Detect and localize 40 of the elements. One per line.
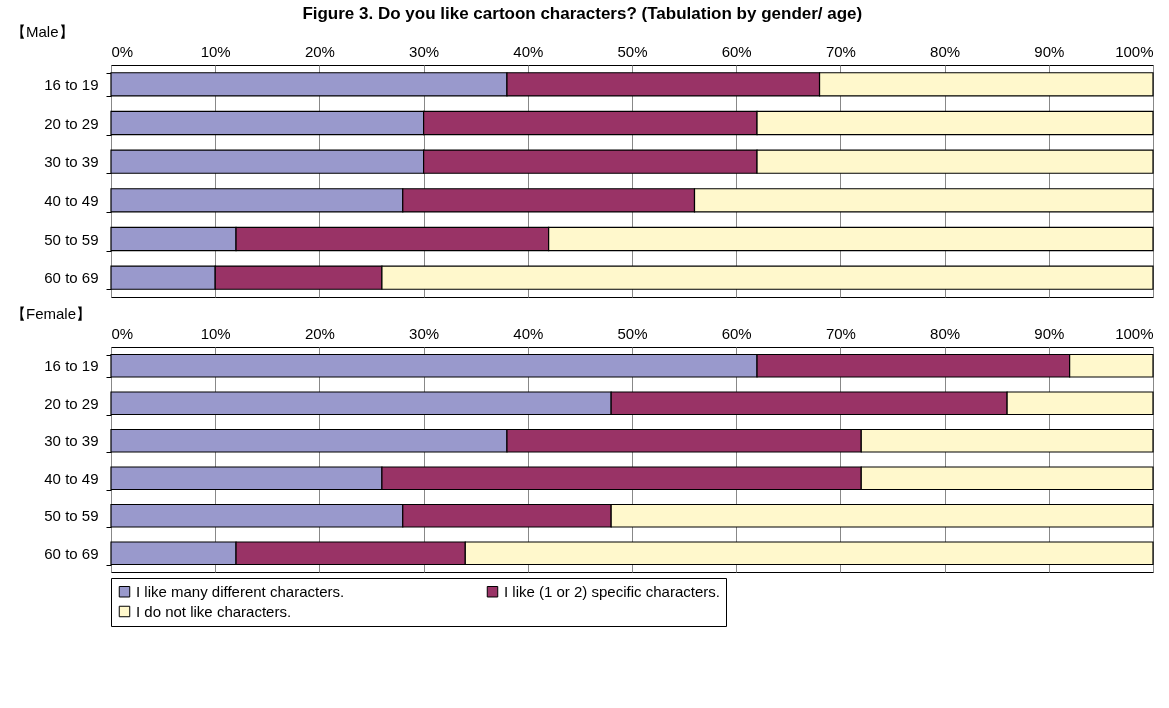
x-tick-label: 50% bbox=[617, 42, 648, 60]
x-tick-label: 30% bbox=[409, 324, 440, 342]
y-tick-label: 60 to 69 bbox=[44, 269, 99, 287]
x-tick-label: 100% bbox=[1115, 324, 1154, 342]
y-tick-label: 16 to 19 bbox=[44, 357, 99, 375]
x-tick-label: 10% bbox=[200, 42, 231, 60]
x-tick-label: 20% bbox=[304, 42, 335, 60]
y-tick-label: 40 to 49 bbox=[44, 191, 99, 209]
y-tick-label: 30 to 39 bbox=[44, 432, 99, 450]
y-tick-label: 40 to 49 bbox=[44, 469, 99, 487]
chart-subtitle: 【Male】 bbox=[11, 23, 74, 40]
y-tick-label: 50 to 59 bbox=[44, 230, 99, 248]
chart-title: Figure 3. Do you like cartoon characters? (Tabulation by gender/ age) bbox=[302, 3, 863, 23]
x-tick-label: 100% bbox=[1115, 42, 1154, 60]
x-tick-label: 40% bbox=[513, 42, 544, 60]
x-tick-label: 70% bbox=[825, 324, 856, 342]
x-tick-label: 90% bbox=[1034, 42, 1065, 60]
x-tick-label: 60% bbox=[721, 42, 752, 60]
x-tick-label: 30% bbox=[409, 42, 440, 60]
x-tick-label: 10% bbox=[200, 324, 231, 342]
y-tick-label: 16 to 19 bbox=[44, 75, 99, 93]
x-tick-label: 80% bbox=[930, 42, 961, 60]
x-tick-label: 20% bbox=[304, 324, 335, 342]
y-tick-label: 50 to 59 bbox=[44, 507, 99, 525]
x-tick-label: 60% bbox=[721, 324, 752, 342]
y-tick-label: 20 to 29 bbox=[44, 114, 99, 132]
legend-label: I like many different characters. bbox=[136, 582, 345, 600]
y-tick-label: 60 to 69 bbox=[44, 544, 99, 562]
legend-label: I like (1 or 2) specific characters. bbox=[504, 582, 720, 600]
x-tick-label: 70% bbox=[825, 42, 856, 60]
x-tick-label: 40% bbox=[513, 324, 544, 342]
x-tick-label: 90% bbox=[1034, 324, 1065, 342]
chart-subtitle: 【Female】 bbox=[11, 305, 92, 322]
x-tick-label: 0% bbox=[111, 42, 134, 60]
y-tick-label: 20 to 29 bbox=[44, 394, 99, 412]
x-tick-label: 50% bbox=[617, 324, 648, 342]
x-tick-label: 80% bbox=[930, 324, 961, 342]
x-tick-label: 0% bbox=[111, 324, 134, 342]
y-tick-label: 30 to 39 bbox=[44, 153, 99, 171]
legend-label: I do not like characters. bbox=[136, 602, 292, 620]
